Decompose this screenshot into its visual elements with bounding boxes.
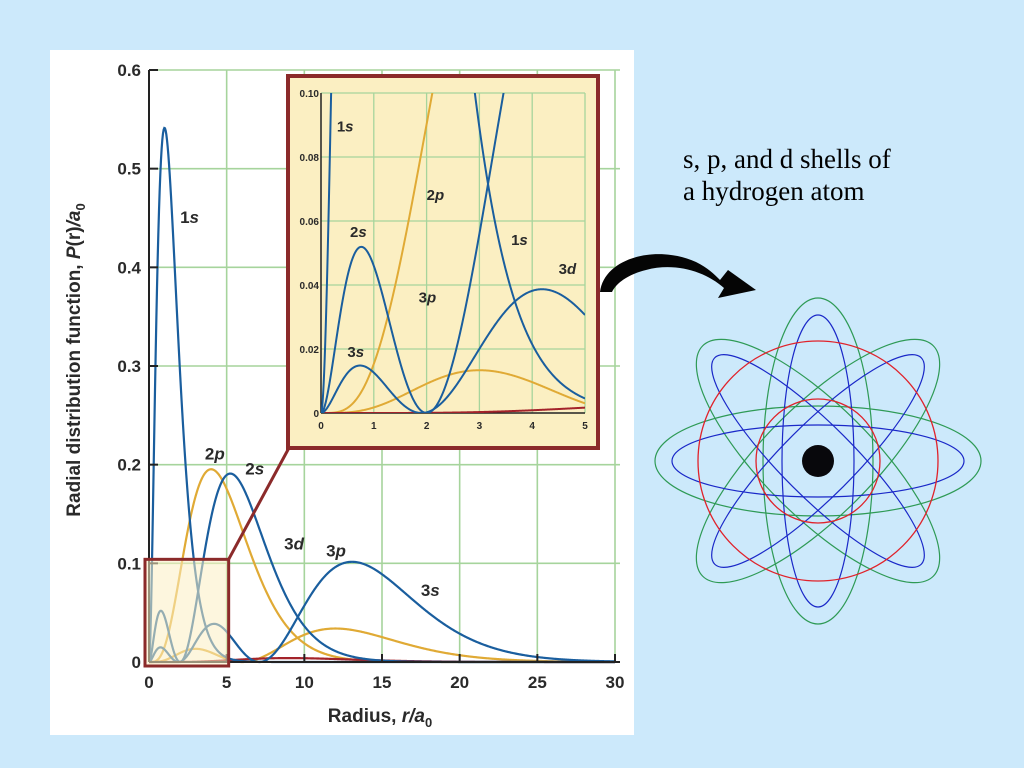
- blue-orbit: [781, 314, 855, 608]
- blue-orbit: [671, 424, 965, 498]
- y-tick-label: 0.5: [117, 160, 141, 179]
- inset-x-tick-label: 1: [371, 421, 377, 432]
- inset-y-tick-label: 0.06: [300, 217, 320, 228]
- y-tick-label: 0: [132, 653, 141, 672]
- inset-x-tick-label: 2: [424, 421, 430, 432]
- inset-label-3s: 3s: [347, 344, 364, 361]
- curve-label-3d: 3d: [284, 535, 304, 554]
- blue-orbit: [711, 354, 925, 568]
- red-orbit-outer: [697, 340, 939, 582]
- green-orbit: [762, 297, 874, 625]
- inset-curve-group: [321, 93, 585, 413]
- x-tick-label: 20: [450, 673, 469, 692]
- y-tick-label: 0.6: [117, 61, 141, 80]
- inset-y-tick-label: 0.02: [300, 345, 320, 356]
- inset-x-tick-label: 5: [582, 421, 588, 432]
- green-orbit: [654, 405, 982, 517]
- green-orbit: [695, 338, 941, 584]
- inset-label-3p: 3p: [419, 290, 437, 307]
- inset-y-tick-label: 0.10: [300, 89, 320, 100]
- atom-orbitals: [654, 297, 982, 625]
- inset-label-2p: 2p: [427, 187, 445, 204]
- connector-line: [227, 445, 292, 561]
- x-tick-label: 25: [528, 673, 547, 692]
- y-tick-label: 0.4: [117, 258, 141, 277]
- zoom-region-rect: [143, 557, 231, 668]
- blue-orbit: [711, 354, 925, 568]
- inset-x-tick-label: 3: [477, 421, 483, 432]
- inset-frame: [286, 74, 600, 450]
- y-tick-label: 0.3: [117, 357, 141, 376]
- curve-label-1s: 1s: [180, 208, 199, 227]
- inset-x-tick-label: 4: [529, 421, 535, 432]
- inset-curves: [321, 93, 585, 413]
- inset-curve-2p: [321, 93, 434, 413]
- inset-curve-3s: [321, 288, 585, 413]
- curved-arrow-icon: [600, 254, 756, 298]
- caption-line-1: s, p, and d shells of: [683, 144, 891, 174]
- inset-x-tick-label: 0: [318, 421, 324, 432]
- inset-curve-1s: [321, 93, 585, 413]
- atom-nucleus: [802, 445, 834, 477]
- y-axis-title: Radial distribution function, P(r)/a0: [64, 203, 88, 516]
- inset-frame-rect: [286, 74, 600, 450]
- inset-y-tick-label: 0.08: [300, 153, 320, 164]
- red-orbit-inner: [755, 398, 881, 524]
- inset-connector-line: [227, 445, 292, 561]
- chart-panel: 0 5 10 15 20 25 30 0 0.1 0.2 0.3 0.4 0.5 0.6 1s 2p 2s 3d…: [50, 50, 634, 735]
- green-orbit: [695, 338, 941, 584]
- inset-label-3d: 3d: [559, 261, 577, 278]
- y-tick-label: 0.2: [117, 456, 141, 475]
- x-tick-label: 30: [606, 673, 625, 692]
- x-tick-label: 0: [144, 673, 153, 692]
- curve-label-2s: 2s: [245, 460, 264, 479]
- inset-curve-3d: [321, 406, 585, 413]
- inset-chart: 0 1 2 3 4 5 0 0.02 0.04 0.06 0.08 0.10 1s 2p 2s 1s 3d 3p…: [286, 74, 600, 450]
- inset-curve-labels: 1s 2p 2s 1s 3d 3p 3s: [337, 118, 577, 361]
- inset-y-tick-label: 0: [313, 409, 319, 420]
- caption: s, p, and d shells of a hydrogen atom: [683, 143, 983, 207]
- inset-tick-labels: 0 1 2 3 4 5 0 0.02 0.04 0.06 0.08 0.10: [300, 89, 589, 432]
- main-curve-labels: 1s 2p 2s 3d 3p 3s: [180, 208, 440, 600]
- x-tick-label: 15: [373, 673, 392, 692]
- curve-label-2p: 2p: [205, 445, 225, 464]
- inset-label-2s: 2s: [350, 224, 367, 241]
- y-tick-label: 0.1: [117, 554, 141, 573]
- x-tick-label: 5: [222, 673, 231, 692]
- x-tick-label: 10: [295, 673, 314, 692]
- caption-line-2: a hydrogen atom: [683, 176, 865, 206]
- inset-label-1s: 1s: [511, 232, 528, 249]
- x-axis-title: Radius, r/a0: [328, 706, 432, 730]
- zoom-region-box: [143, 557, 231, 668]
- hydrogen-atom-diagram: [654, 297, 982, 625]
- inset-label-1s: 1s: [337, 118, 354, 135]
- inset-curve-2s: [321, 93, 505, 413]
- inset-y-tick-label: 0.04: [300, 281, 320, 292]
- curve-label-3p: 3p: [326, 541, 346, 560]
- inset-curve-3p: [321, 369, 585, 413]
- curve-label-3s: 3s: [421, 581, 440, 600]
